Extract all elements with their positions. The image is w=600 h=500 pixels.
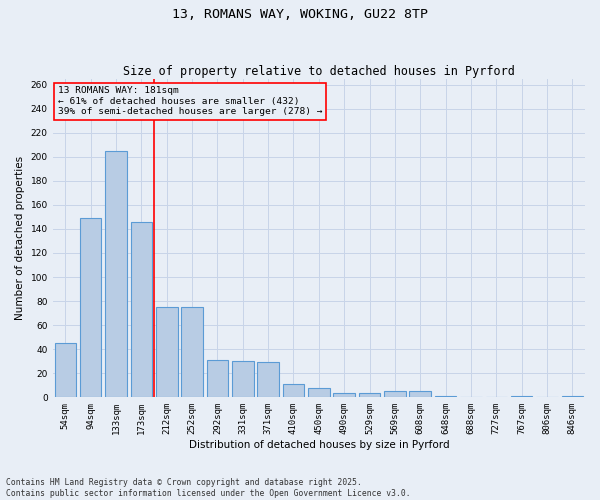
Bar bbox=[181, 307, 203, 398]
Bar bbox=[334, 392, 355, 398]
Bar bbox=[359, 392, 380, 398]
Text: 13 ROMANS WAY: 181sqm
← 61% of detached houses are smaller (432)
39% of semi-det: 13 ROMANS WAY: 181sqm ← 61% of detached … bbox=[58, 86, 322, 117]
Bar bbox=[206, 360, 228, 398]
Bar bbox=[562, 396, 583, 398]
Bar bbox=[283, 384, 304, 398]
Bar bbox=[511, 396, 532, 398]
Text: Contains HM Land Registry data © Crown copyright and database right 2025.
Contai: Contains HM Land Registry data © Crown c… bbox=[6, 478, 410, 498]
Bar bbox=[384, 392, 406, 398]
Bar bbox=[55, 343, 76, 398]
X-axis label: Distribution of detached houses by size in Pyrford: Distribution of detached houses by size … bbox=[188, 440, 449, 450]
Title: Size of property relative to detached houses in Pyrford: Size of property relative to detached ho… bbox=[123, 66, 515, 78]
Bar bbox=[409, 392, 431, 398]
Bar bbox=[131, 222, 152, 398]
Bar bbox=[435, 396, 457, 398]
Bar bbox=[80, 218, 101, 398]
Bar bbox=[257, 362, 279, 398]
Y-axis label: Number of detached properties: Number of detached properties bbox=[15, 156, 25, 320]
Bar bbox=[105, 150, 127, 398]
Bar bbox=[308, 388, 329, 398]
Bar bbox=[232, 361, 254, 398]
Text: 13, ROMANS WAY, WOKING, GU22 8TP: 13, ROMANS WAY, WOKING, GU22 8TP bbox=[172, 8, 428, 20]
Bar bbox=[156, 307, 178, 398]
